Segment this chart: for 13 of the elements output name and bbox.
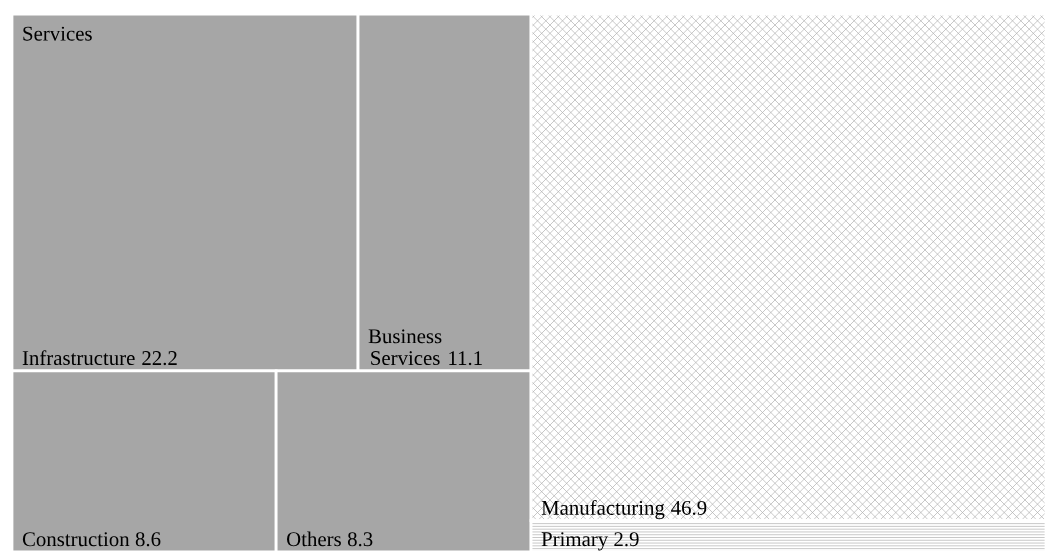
category-label: Manufacturing xyxy=(541,500,665,520)
data-label: 46.9 xyxy=(671,500,707,515)
category-label: Construction xyxy=(22,532,130,547)
data-label: 2.9 xyxy=(614,532,639,547)
category-label: Business Services xyxy=(368,329,442,366)
data-label: 8.6 xyxy=(135,532,161,547)
data-label: 11.1 xyxy=(449,351,482,366)
data-label: 8.3 xyxy=(347,532,373,547)
category-label: Primary xyxy=(541,532,609,551)
data-label: 22.2 xyxy=(142,351,177,366)
category-label: Others xyxy=(287,531,341,547)
text: Services xyxy=(23,26,92,41)
category-label: Infrastructure xyxy=(22,350,135,366)
